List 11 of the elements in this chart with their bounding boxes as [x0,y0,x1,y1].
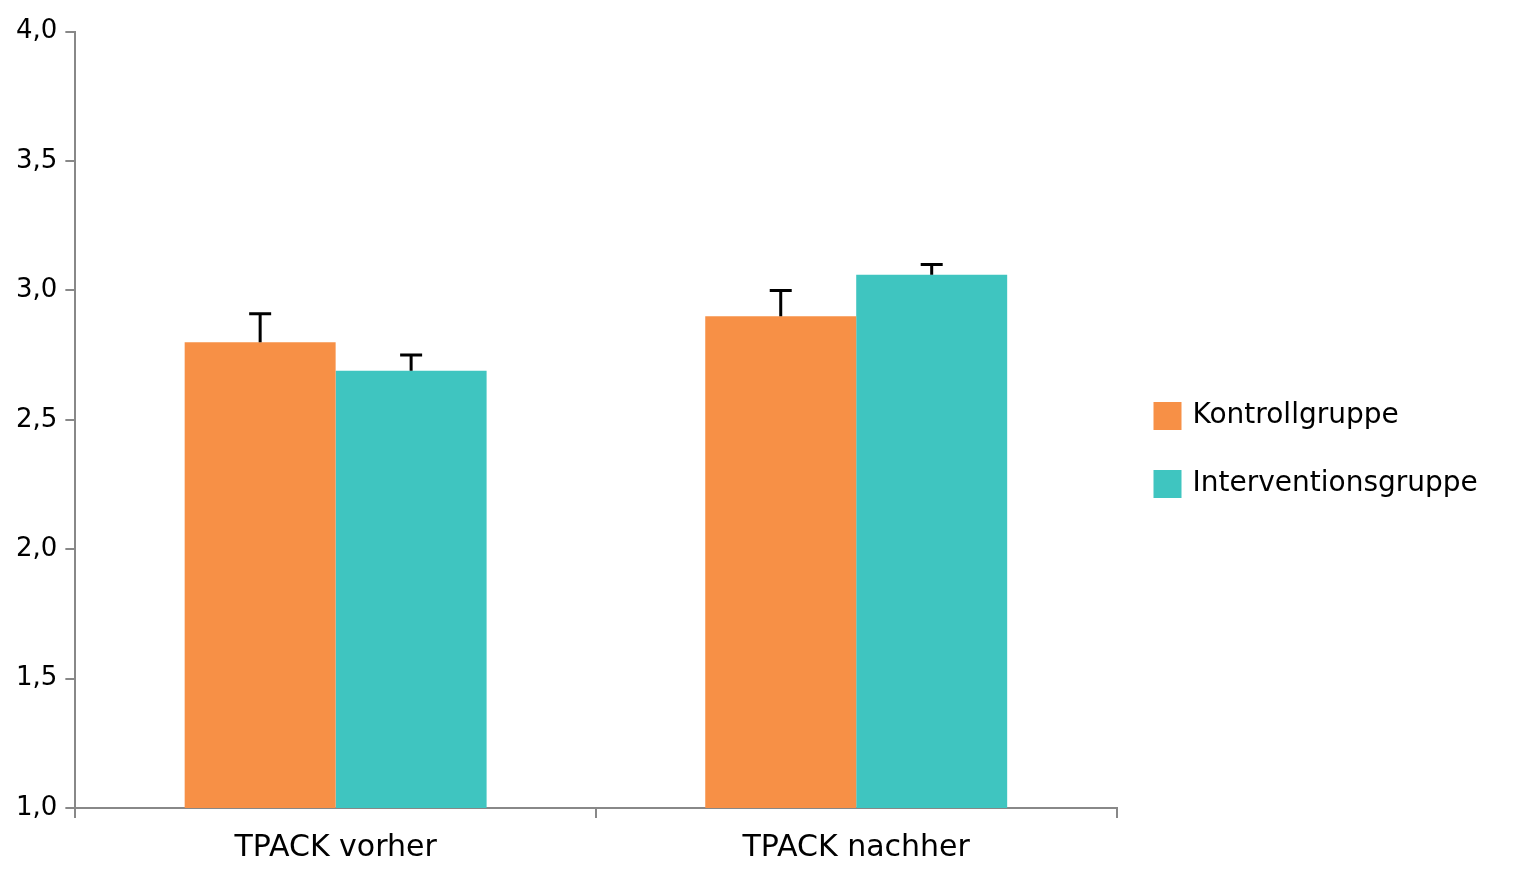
y-tick-label: 1,5 [15,661,58,692]
x-tick-label: TPACK vorher [233,827,438,863]
y-tick-label: 1,0 [15,790,58,821]
y-tick-label: 4,0 [15,14,58,45]
y-tick-label: 2,0 [15,531,58,562]
x-tick-label: TPACK nachher [741,827,971,863]
legend-label: Kontrollgruppe [1192,397,1399,431]
y-tick-label: 3,0 [15,273,58,304]
y-tick-label: 2,5 [15,402,58,433]
legend-label: Interventionsgruppe [1192,465,1478,499]
y-tick-label: 3,5 [15,143,58,174]
